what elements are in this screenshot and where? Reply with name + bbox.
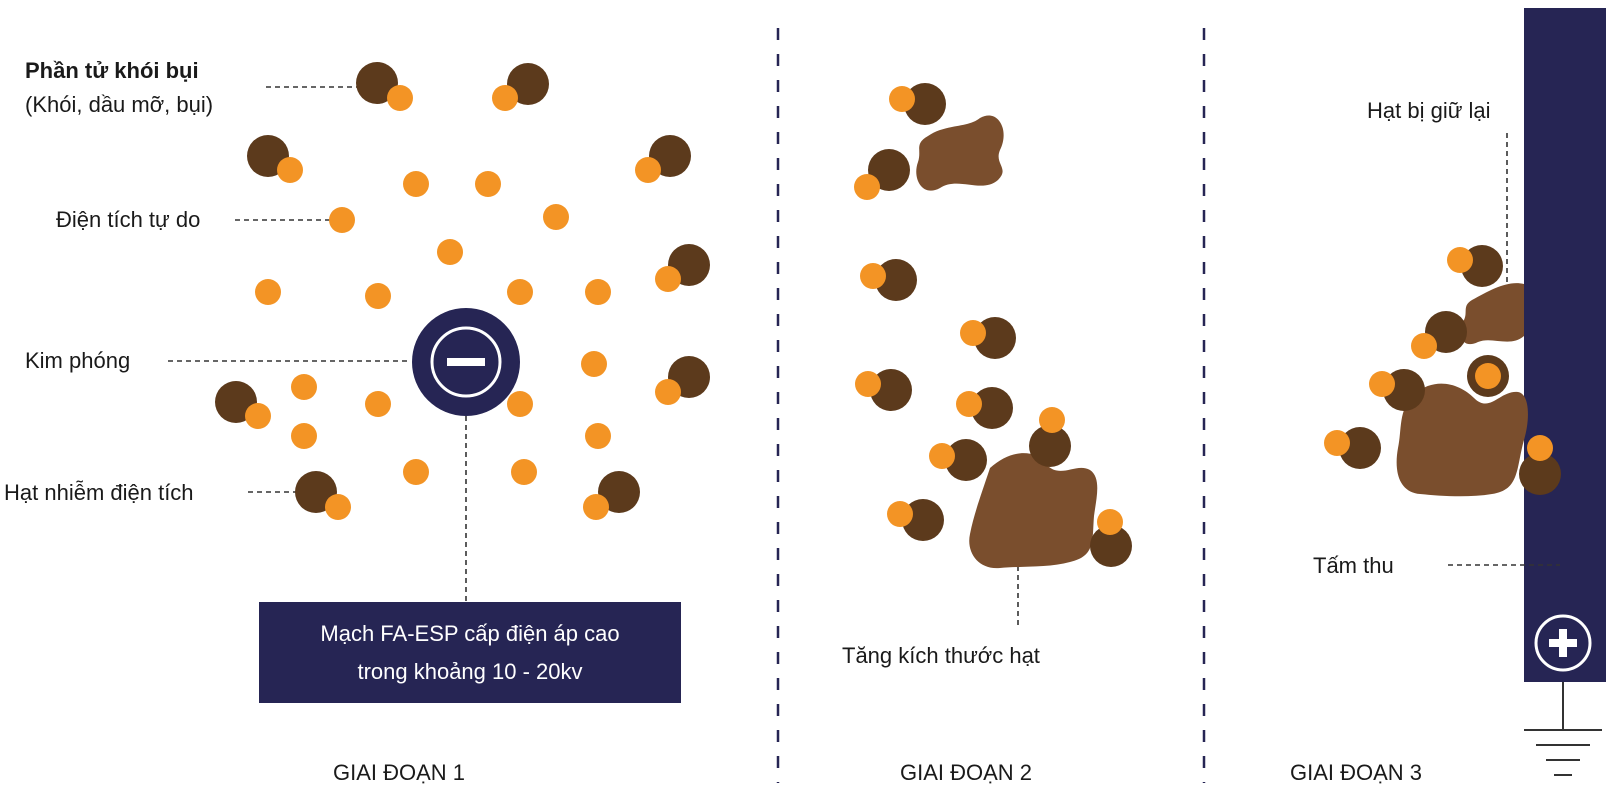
particle-aggregate [916,115,1004,191]
stage-3-title: GIAI ĐOẠN 3 [1290,760,1423,785]
free-charge [403,459,429,485]
needle-label: Kim phóng [25,348,131,373]
particle-aggregate [1460,283,1524,345]
free-charge [581,351,607,377]
charge-dot [1039,407,1065,433]
free-charge [585,423,611,449]
needle-electrode [412,308,520,416]
charge-dot [635,157,661,183]
charged-particle [870,369,912,411]
free-charge-label: Điện tích tự do [56,207,201,232]
charge-dot [1475,363,1501,389]
charge-dot [956,391,982,417]
size-increase-label: Tăng kích thước hạt [842,643,1040,668]
free-charge [365,283,391,309]
charged-particle [875,259,917,301]
collector-plate [1524,8,1606,682]
circuit-box: Mạch FA-ESP cấp điện áp cao trong khoảng… [259,602,681,703]
charged-particle [902,499,944,541]
free-charge [507,279,533,305]
charge-dot [1527,435,1553,461]
plus-icon [1534,614,1592,672]
charge-dot [1369,371,1395,397]
charged-particle [598,471,640,513]
charge-dot [583,494,609,520]
charge-dot [1447,247,1473,273]
charge-dot [655,379,681,405]
free-charge [291,423,317,449]
charge-dot [887,501,913,527]
charged-particle [1090,525,1132,567]
charge-dot [1324,430,1350,456]
free-charge [543,204,569,230]
minus-icon [430,326,502,398]
free-charge [403,171,429,197]
charge-dot [855,371,881,397]
charged-particle [356,62,398,104]
particle-aggregate [969,453,1098,569]
circuit-line-1: Mạch FA-ESP cấp điện áp cao [320,620,620,646]
charged-particle [904,83,946,125]
charge-dot [929,443,955,469]
charged-particle [1339,427,1381,469]
charged-particle [1029,425,1071,467]
free-charge [329,207,355,233]
free-charge [437,239,463,265]
charge-dot [655,266,681,292]
charge-dot [1097,509,1123,535]
charge-dot [960,320,986,346]
charge-dot [1411,333,1437,359]
leader-lines [168,86,1560,628]
smoke-particle-title: Phần tử khói bụi [25,58,199,83]
free-charge [255,279,281,305]
collector-plate-label: Tấm thu [1313,553,1394,578]
stage-2-title: GIAI ĐOẠN 2 [900,760,1033,785]
stage-1-title: GIAI ĐOẠN 1 [333,760,466,785]
charge-dot [245,403,271,429]
charge-dot [277,157,303,183]
charge-dot [854,174,880,200]
charge-dot [889,86,915,112]
free-charge [585,279,611,305]
retained-particle-label: Hạt bị giữ lại [1367,98,1491,123]
charge-dot [860,263,886,289]
charged-particle [971,387,1013,429]
free-charge [365,391,391,417]
free-charge [475,171,501,197]
charged-particle [868,149,910,191]
charge-dot [325,494,351,520]
free-charge [291,374,317,400]
charge-dot [387,85,413,111]
circuit-line-2: trong khoảng 10 - 20kv [357,658,583,684]
charge-dot [492,85,518,111]
charged-particle-label: Hạt nhiễm điện tích [4,480,194,505]
free-charge [511,459,537,485]
free-charge [507,391,533,417]
smoke-particle-subtitle: (Khói, dầu mỡ, bụi) [25,92,214,117]
charged-particle [1519,453,1561,495]
particle-aggregate [1396,383,1528,497]
charged-particle [945,439,987,481]
ground-icon [1524,682,1602,776]
